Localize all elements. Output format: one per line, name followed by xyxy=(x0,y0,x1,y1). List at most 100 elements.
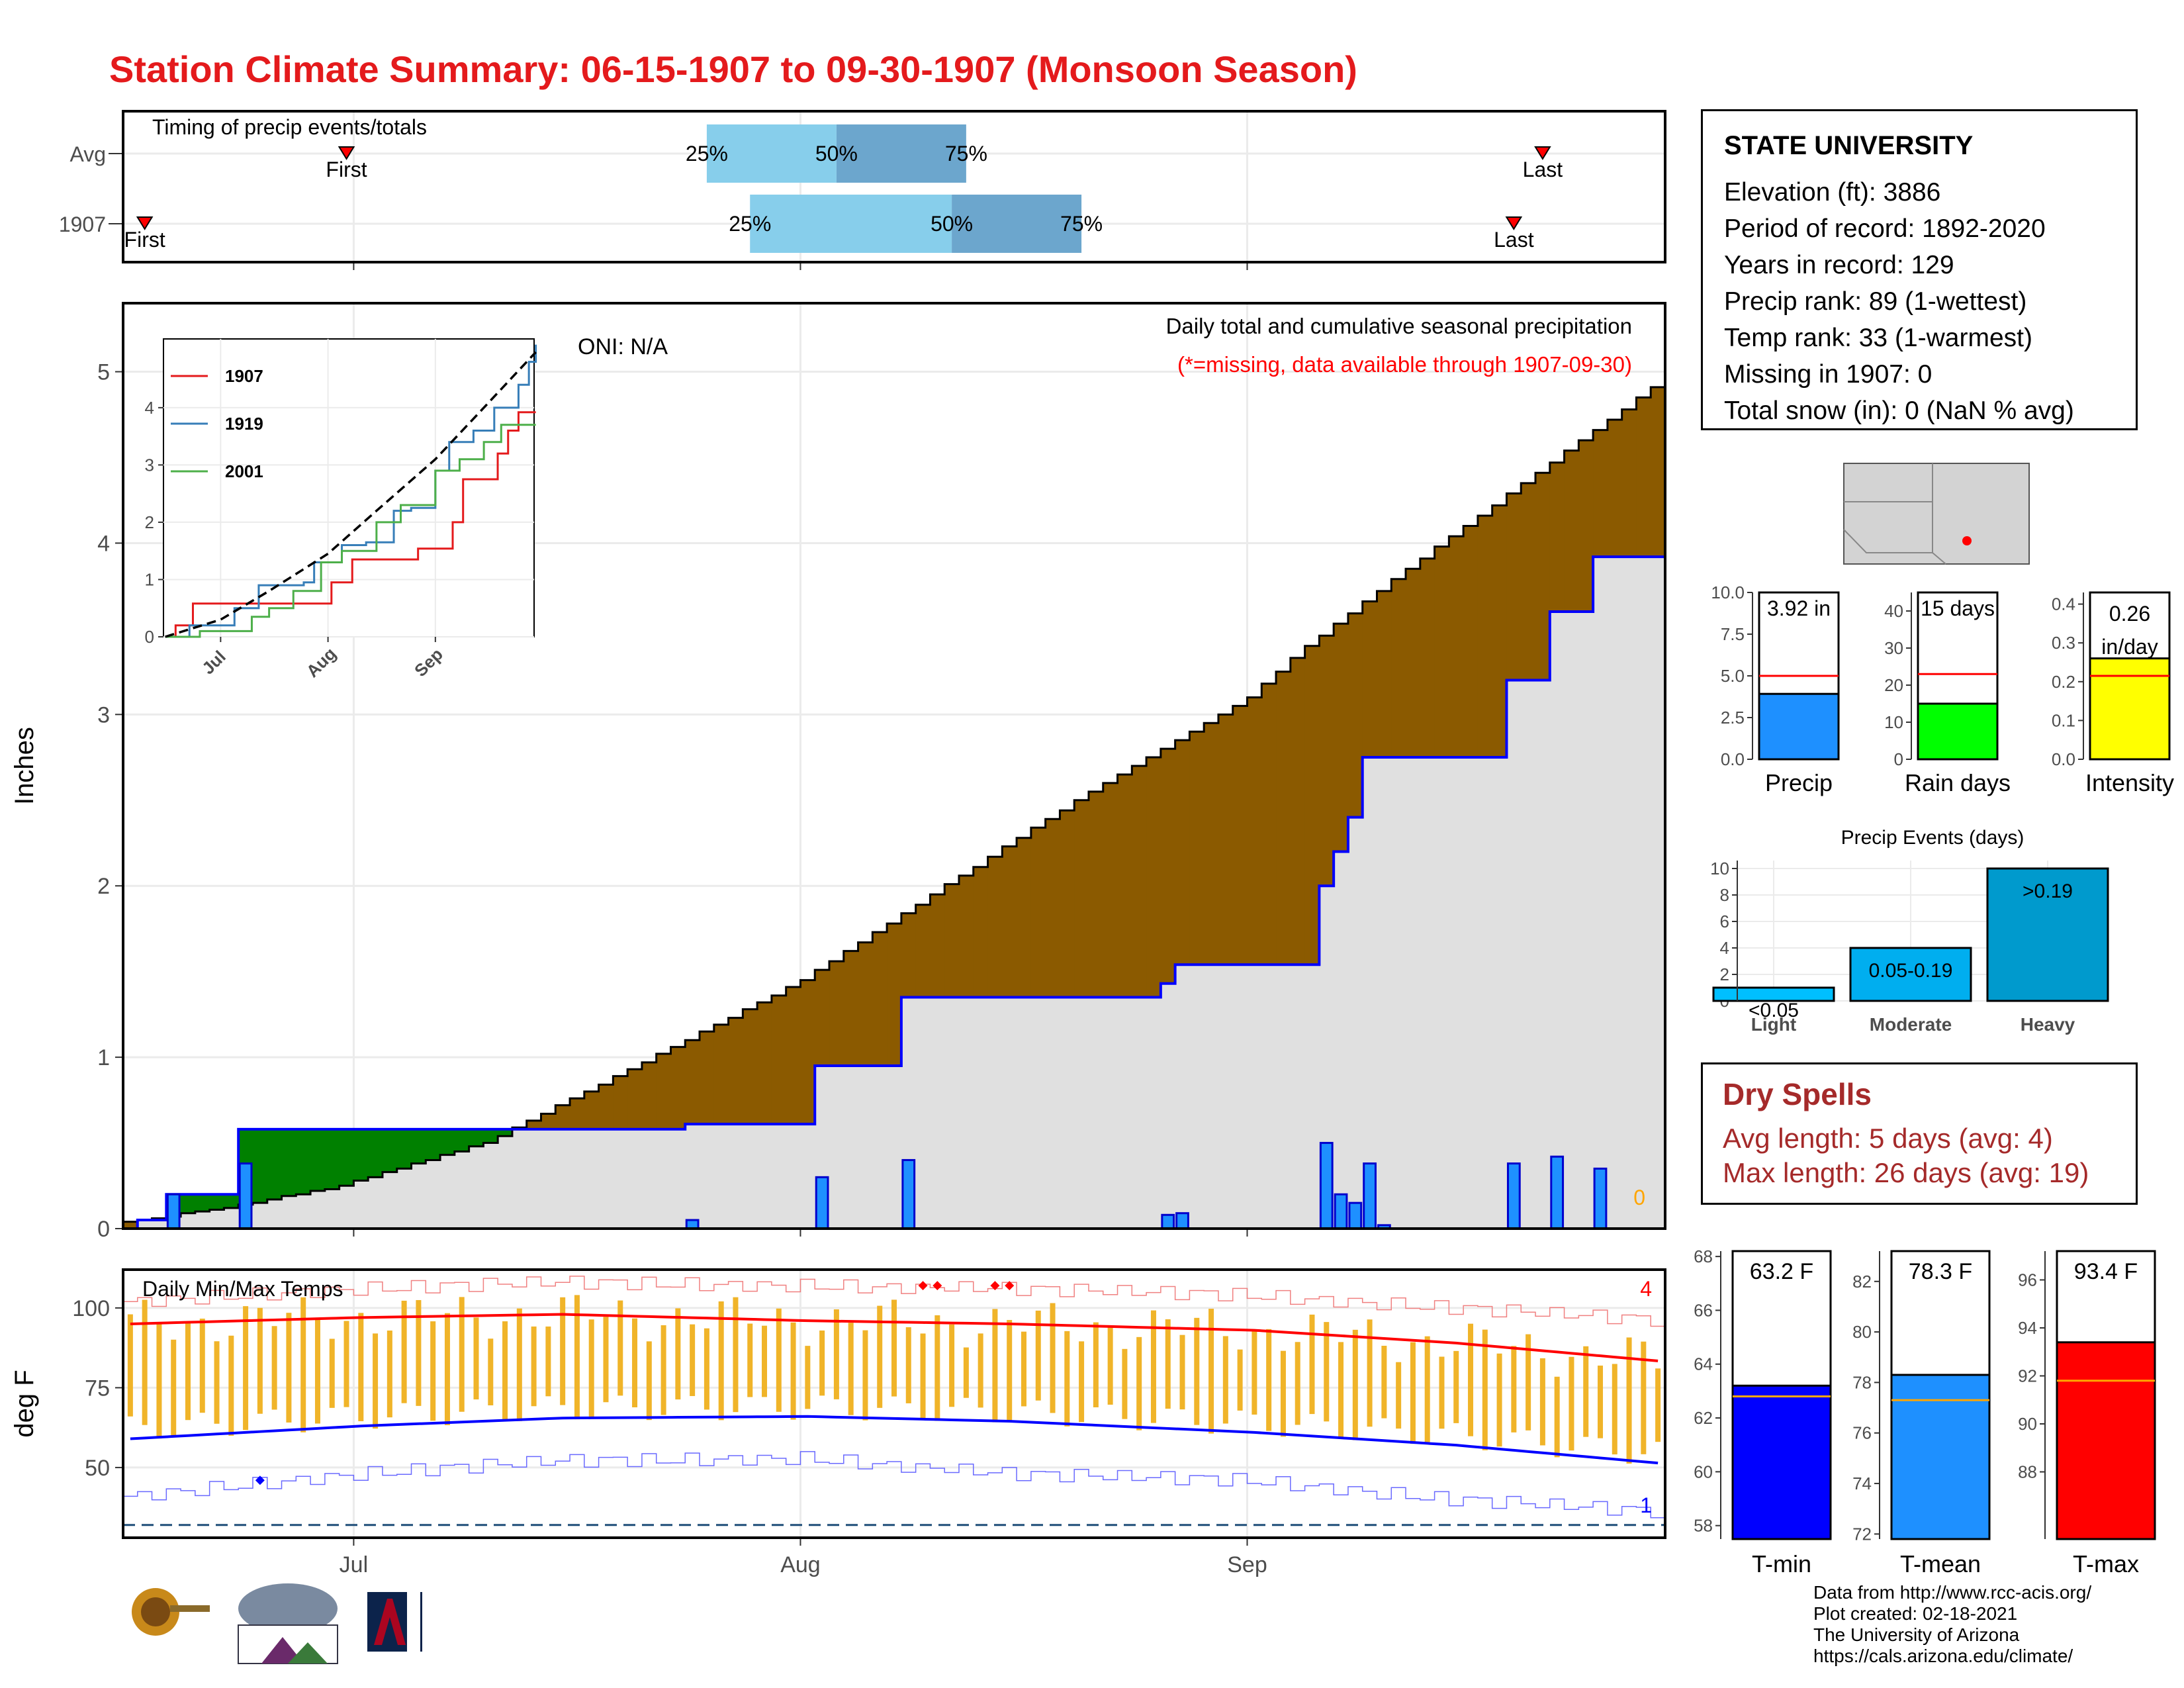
precip-base-fill xyxy=(1117,997,1132,1229)
precip-base-fill xyxy=(498,1136,513,1229)
daily-temp-range-bar xyxy=(185,1321,191,1421)
precip-base-fill xyxy=(858,1066,873,1229)
precip-y-axis-title: Inches xyxy=(10,727,39,805)
daily-temp-range-bar xyxy=(704,1328,709,1410)
precip-base-fill xyxy=(1449,757,1464,1229)
precip-base-fill xyxy=(1362,757,1378,1229)
precip-base-fill xyxy=(339,1186,355,1229)
station-info-box: STATE UNIVERSITY Elevation (ft): 3886 Pe… xyxy=(1701,109,2138,430)
below-avg-fill xyxy=(987,857,1003,998)
daily-precip-bar xyxy=(1363,1162,1377,1230)
last-event-marker xyxy=(1534,146,1551,160)
info-snow: Total snow (in): 0 (NaN % avg) xyxy=(1724,397,2074,425)
precip-base-fill xyxy=(440,1154,455,1229)
precip-base-fill xyxy=(281,1196,296,1229)
below-avg-fill xyxy=(670,1047,686,1129)
precip-base-fill xyxy=(1535,680,1551,1229)
above-avg-fill xyxy=(181,1194,196,1213)
temp-y-tick-label: 75 xyxy=(85,1376,110,1401)
precip-base-fill xyxy=(1506,680,1522,1229)
precip-base-fill xyxy=(973,997,989,1229)
inset-frame xyxy=(163,338,535,637)
daily-temp-range-bar xyxy=(733,1297,739,1413)
precip-base-fill xyxy=(872,1066,887,1229)
temp-bar-y-tick-label: 80 xyxy=(1852,1322,1872,1342)
daily-temp-range-bar xyxy=(1439,1356,1445,1429)
daily-temp-range-bar xyxy=(1136,1336,1142,1430)
below-avg-fill xyxy=(843,951,859,1066)
summary-value-label: 0.26 xyxy=(2109,602,2150,626)
precip-base-fill xyxy=(1189,964,1205,1229)
daily-temp-range-bar xyxy=(199,1319,205,1413)
daily-temp-range-bar xyxy=(848,1323,854,1415)
precip-base-fill xyxy=(1334,851,1349,1229)
daily-temp-range-bar xyxy=(978,1333,983,1408)
below-avg-fill xyxy=(1088,791,1104,998)
precip-base-fill xyxy=(1247,964,1262,1229)
timing-pct-label: 50% xyxy=(931,212,973,236)
daily-precip-bar xyxy=(238,1162,253,1230)
avg-max-line xyxy=(130,1313,1659,1362)
above-avg-fill xyxy=(224,1194,239,1208)
inset-y-tick-label: 0 xyxy=(145,627,154,647)
precip-base-fill xyxy=(310,1191,326,1229)
inset-series-line xyxy=(165,344,537,638)
below-avg-fill xyxy=(829,961,844,1066)
precip-base-fill xyxy=(1593,557,1608,1229)
below-avg-fill xyxy=(1334,624,1349,852)
below-avg-fill xyxy=(1406,569,1421,758)
below-avg-fill xyxy=(1117,774,1132,998)
csap-logo xyxy=(238,1583,338,1664)
below-avg-fill xyxy=(1535,473,1551,680)
inset-y-tick-label: 3 xyxy=(145,455,154,475)
events-category-label: Moderate xyxy=(1870,1014,1952,1035)
summary-value-label: in/day xyxy=(2101,635,2158,659)
precip-base-fill xyxy=(137,1220,153,1229)
daily-temp-range-bar xyxy=(358,1313,364,1421)
summary-y-tick-label: 10 xyxy=(1884,712,1903,732)
record-high-marker xyxy=(990,1281,1000,1291)
record-low-marker xyxy=(255,1476,265,1485)
daily-temp-range-bar xyxy=(1496,1353,1502,1447)
temp-bar-y-tick-label: 78 xyxy=(1852,1372,1872,1392)
above-avg-fill xyxy=(483,1129,498,1143)
precip-base-fill xyxy=(1060,997,1075,1229)
precip-base-fill xyxy=(613,1129,628,1229)
below-avg-fill xyxy=(815,970,830,1066)
timing-bar-50-75 xyxy=(952,195,1082,253)
daily-temp-range-bar xyxy=(286,1313,292,1423)
daily-temp-range-bar xyxy=(934,1315,940,1421)
above-avg-fill xyxy=(368,1129,383,1178)
station-name: STATE UNIVERSITY xyxy=(1724,131,1974,160)
daily-temp-range-bar xyxy=(1093,1322,1099,1407)
events-category-label: Light xyxy=(1751,1014,1796,1035)
precip-base-fill xyxy=(152,1220,167,1229)
summary-bar-name: Precip xyxy=(1765,769,1833,796)
daily-temp-range-bar xyxy=(992,1309,998,1423)
events-bar xyxy=(1712,986,1835,1002)
below-avg-fill xyxy=(1276,671,1291,965)
daily-precip-bar xyxy=(1334,1193,1348,1230)
daily-temp-range-bar xyxy=(387,1331,392,1418)
daily-temp-range-bar xyxy=(1295,1342,1300,1425)
summary-bar xyxy=(2089,657,2171,761)
temp-bar-y-tick-label: 74 xyxy=(1852,1474,1872,1493)
precip-base-fill xyxy=(1651,557,1666,1229)
temp-bar-value-label: 78.3 F xyxy=(1909,1259,1972,1284)
summary-bar-name: Intensity xyxy=(2085,769,2174,796)
record-high-count: 4 xyxy=(1640,1277,1652,1301)
temp-bar-y-tick-label: 64 xyxy=(1694,1354,1713,1374)
summary-y-tick-label: 0.2 xyxy=(2052,672,2075,692)
below-avg-fill xyxy=(1420,558,1435,758)
above-avg-fill xyxy=(498,1129,513,1137)
temp-bar-y-tick-label: 90 xyxy=(2018,1414,2037,1434)
below-avg-fill xyxy=(1347,613,1363,818)
daily-temp-range-bar xyxy=(790,1322,796,1420)
daily-temp-range-bar xyxy=(862,1330,868,1421)
above-avg-fill xyxy=(195,1194,210,1212)
below-avg-fill xyxy=(872,932,887,1066)
daily-temp-range-bar xyxy=(502,1321,508,1421)
daily-temp-range-bar xyxy=(1107,1327,1113,1405)
daily-temp-range-bar xyxy=(675,1308,681,1400)
below-avg-fill xyxy=(1578,440,1594,612)
